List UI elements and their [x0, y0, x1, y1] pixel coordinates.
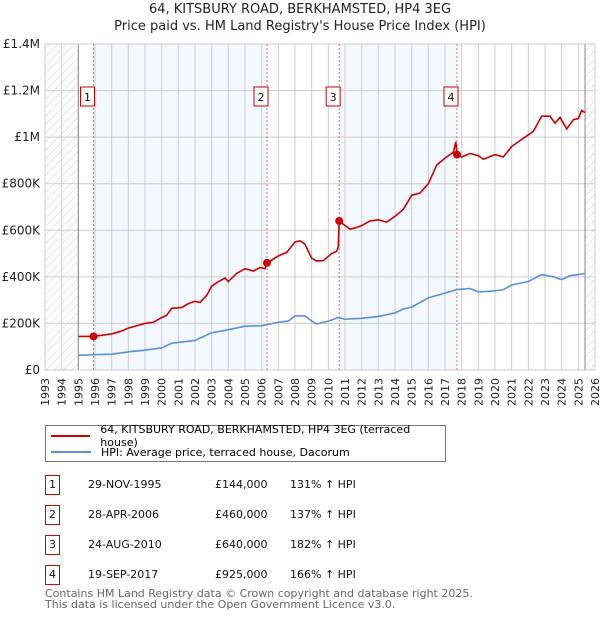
legend-blue-line	[51, 451, 91, 453]
x-tick-label: 2000	[156, 378, 169, 406]
x-tick-label: 2018	[456, 378, 469, 406]
x-tick-label: 2013	[372, 378, 385, 406]
x-tick-label: 1995	[72, 378, 85, 406]
chart-title: 64, KITSBURY ROAD, BERKHAMSTED, HP4 3EG	[148, 2, 452, 17]
sale-row: 4 19-SEP-2017 £925,000 166% ↑ HPI	[45, 565, 465, 585]
x-tick-label: 1999	[139, 378, 152, 406]
y-tick-label: £1.4M	[3, 37, 40, 51]
sale-point	[263, 258, 271, 267]
sale-price: £460,000	[215, 508, 268, 521]
sale-hpi: 137% ↑ HPI	[290, 508, 356, 521]
property-series-line	[78, 109, 586, 338]
sale-date: 19-SEP-2017	[88, 568, 159, 581]
x-tick-label: 2004	[222, 378, 235, 406]
y-tick-label: £800K	[2, 177, 42, 191]
x-tick-label: 2011	[339, 378, 352, 406]
x-tick-label: 2021	[506, 378, 519, 406]
x-tick-label: 2020	[489, 378, 502, 406]
x-tick-label: 1994	[56, 378, 69, 406]
x-tick-label: 2008	[289, 378, 302, 406]
sale-row-badge: 3	[45, 535, 60, 555]
no-data-hatch-right	[585, 44, 595, 370]
sale-hpi: 166% ↑ HPI	[290, 568, 356, 581]
sale-badge-label: 4	[448, 91, 455, 104]
x-tick-label: 2016	[422, 378, 435, 406]
x-tick-label: 2009	[306, 378, 319, 406]
footer-line-1: Contains HM Land Registry data © Crown c…	[45, 587, 473, 600]
sale-badge	[253, 86, 269, 107]
x-tick-label: 2014	[389, 378, 402, 406]
x-tick-label: 1996	[89, 378, 102, 406]
sale-price: £925,000	[215, 568, 268, 581]
y-tick-label: £400K	[2, 270, 42, 284]
legend-label-property: 64, KITSBURY ROAD, BERKHAMSTED, HP4 3EG …	[100, 423, 411, 449]
sale-point	[453, 150, 461, 159]
y-tick-label: £200K	[2, 316, 42, 330]
x-tick-label: 1997	[106, 378, 119, 406]
x-tick-label: 2007	[272, 378, 285, 406]
x-tick-label: 2012	[356, 378, 369, 406]
y-tick-label: £600K	[2, 223, 42, 237]
y-tick-label: £1.2M	[3, 84, 40, 98]
sale-row: 1 29-NOV-1995 £144,000 131% ↑ HPI	[45, 475, 465, 495]
legend-label-hpi: HPI: Average price, terraced house, Daco…	[101, 445, 350, 459]
x-tick-label: 2025	[572, 378, 585, 406]
x-tick-label: 2024	[556, 378, 569, 406]
footer-line-2: This data is licensed under the Open Gov…	[45, 598, 396, 611]
x-tick-label: 2023	[539, 378, 552, 406]
sale-badge	[325, 86, 341, 107]
sale-row: 3 24-AUG-2010 £640,000 182% ↑ HPI	[45, 535, 465, 555]
sale-hpi: 131% ↑ HPI	[290, 478, 356, 491]
x-tick-label: 2001	[172, 378, 185, 406]
x-tick-label: 1998	[122, 378, 135, 406]
sale-point	[89, 332, 98, 341]
sale-badge	[443, 86, 459, 107]
x-tick-label: 2002	[189, 378, 202, 406]
x-tick-label: 2017	[439, 378, 452, 406]
sale-row-badge: 4	[45, 565, 60, 585]
plot-area: 1993 1994 1995 1996 1997 1998 1999 2000 2001 2002…	[2, 37, 600, 406]
sale-date: 29-NOV-1995	[88, 478, 162, 491]
sale-period-shade	[93, 44, 267, 370]
footer: Contains HM Land Registry data © Crown c…	[45, 588, 473, 610]
x-tick-label: 2026	[589, 378, 600, 406]
x-tick-label: 2022	[522, 378, 535, 406]
sale-date: 24-AUG-2010	[88, 538, 162, 551]
hpi-series-line	[78, 272, 586, 357]
x-tick-label: 2010	[322, 378, 335, 406]
y-tick-label: £1M	[14, 130, 40, 144]
plot-border	[44, 43, 596, 371]
sale-hpi: 182% ↑ HPI	[290, 538, 356, 551]
legend: 64, KITSBURY ROAD, BERKHAMSTED, HP4 3EG …	[45, 423, 446, 462]
sale-period-shade	[339, 44, 457, 370]
x-tick-label: 2003	[206, 378, 219, 406]
sale-row: 2 28-APR-2006 £460,000 137% ↑ HPI	[45, 505, 465, 525]
legend-red-line	[51, 435, 91, 437]
sale-row-badge: 1	[45, 475, 60, 495]
sale-badge	[80, 86, 95, 107]
x-tick-label: 2015	[406, 378, 419, 406]
sale-price: £640,000	[215, 538, 268, 551]
sale-row-badge: 2	[45, 505, 60, 525]
chart-subtitle: Price paid vs. HM Land Registry's House …	[114, 19, 486, 34]
x-tick-label: 2006	[256, 378, 269, 406]
sale-price: £144,000	[215, 478, 268, 491]
y-tick-label: £0	[25, 363, 40, 377]
x-tick-label: 2005	[239, 378, 252, 406]
x-tick-label: 1993	[39, 378, 52, 406]
sale-badge-label: 2	[258, 91, 265, 104]
x-tick-label: 2019	[472, 378, 485, 406]
sale-badge-label: 1	[84, 91, 91, 104]
sale-badge-label: 3	[330, 91, 337, 104]
sale-date: 28-APR-2006	[88, 508, 160, 521]
sale-point	[335, 216, 344, 225]
